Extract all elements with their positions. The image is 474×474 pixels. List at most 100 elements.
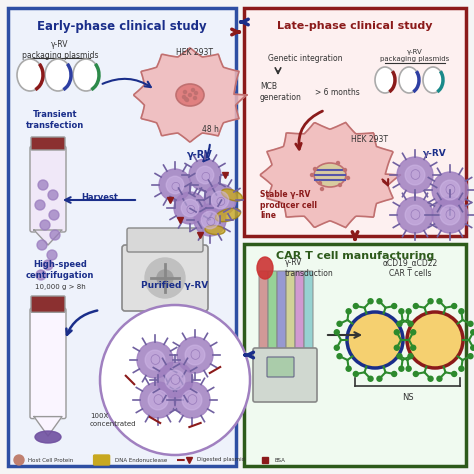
Circle shape [411,330,416,335]
Text: αCD19_αCD22
CAR T cells: αCD19_αCD22 CAR T cells [383,258,438,278]
Circle shape [437,376,442,381]
Ellipse shape [215,208,241,222]
Circle shape [337,321,342,326]
Circle shape [452,303,456,309]
Circle shape [145,258,185,298]
Circle shape [194,204,226,236]
Circle shape [184,98,188,100]
Text: ○: ○ [185,203,195,213]
Polygon shape [134,48,246,142]
Circle shape [468,354,473,359]
Text: MCB
generation: MCB generation [260,82,302,102]
Circle shape [408,321,413,326]
Polygon shape [261,122,400,228]
Circle shape [413,303,419,309]
Circle shape [397,354,402,359]
Text: 100X
concentrated: 100X concentrated [90,413,137,427]
Text: NS: NS [401,393,413,402]
Polygon shape [34,230,62,245]
FancyBboxPatch shape [31,296,65,312]
Circle shape [413,372,419,376]
Circle shape [174,192,206,224]
Circle shape [408,354,413,359]
FancyBboxPatch shape [277,271,286,353]
Circle shape [319,182,321,184]
Circle shape [50,230,60,240]
Text: γ-RV
packaging plasmids: γ-RV packaging plasmids [22,40,98,60]
Circle shape [49,210,59,220]
Text: ○: ○ [153,393,164,407]
Circle shape [346,309,351,314]
Text: Host Cell Protein: Host Cell Protein [28,457,73,463]
Circle shape [174,382,210,418]
Circle shape [406,366,411,371]
Text: γ-RV: γ-RV [187,150,213,160]
Circle shape [368,376,373,381]
FancyBboxPatch shape [244,244,466,466]
FancyBboxPatch shape [127,228,203,252]
Circle shape [47,250,57,260]
Circle shape [428,376,433,381]
FancyBboxPatch shape [268,271,277,353]
Circle shape [471,330,474,335]
Text: DNA Endonuclease: DNA Endonuclease [115,457,167,463]
Circle shape [344,168,346,172]
Text: Harvest: Harvest [82,193,118,202]
Circle shape [377,376,382,381]
Circle shape [377,299,382,304]
Text: 10,000 g > 8h: 10,000 g > 8h [35,284,85,290]
Text: Digested plasmid: Digested plasmid [197,457,246,463]
Circle shape [204,184,236,216]
Ellipse shape [45,59,71,91]
FancyBboxPatch shape [259,271,268,353]
FancyBboxPatch shape [253,348,317,402]
Text: ○: ○ [190,348,201,362]
Circle shape [43,260,53,270]
Circle shape [145,350,165,370]
Circle shape [182,95,185,99]
Circle shape [313,167,317,171]
Circle shape [432,197,468,233]
Circle shape [194,91,198,94]
Circle shape [166,176,184,194]
Text: Transient
transfection: Transient transfection [26,110,84,130]
FancyBboxPatch shape [30,146,66,232]
Ellipse shape [257,257,273,279]
Circle shape [397,321,402,326]
Circle shape [399,309,404,314]
Circle shape [440,180,460,200]
Circle shape [338,183,341,186]
Text: Late-phase clinical study: Late-phase clinical study [277,21,433,31]
Circle shape [191,89,194,91]
Circle shape [48,190,58,200]
Circle shape [334,345,339,350]
Circle shape [334,330,339,335]
Text: ○: ○ [215,195,225,205]
Circle shape [468,321,473,326]
Circle shape [201,211,219,229]
Circle shape [196,166,214,184]
Circle shape [399,366,404,371]
Text: γ-RV
packaging plasmids: γ-RV packaging plasmids [380,48,450,62]
Circle shape [193,97,197,100]
Ellipse shape [17,59,43,91]
Circle shape [459,309,464,314]
FancyBboxPatch shape [286,271,295,353]
Circle shape [452,372,456,376]
Text: ○: ○ [445,183,456,197]
Circle shape [177,337,213,373]
Circle shape [394,330,399,335]
Polygon shape [34,417,62,436]
Text: HEK 293T: HEK 293T [176,47,213,56]
FancyBboxPatch shape [295,271,304,353]
Circle shape [148,390,168,410]
Circle shape [137,342,173,378]
Circle shape [181,199,199,217]
Circle shape [185,345,205,365]
Circle shape [337,354,342,359]
Text: ○: ○ [410,168,420,182]
Text: HEK 293T: HEK 293T [352,136,389,145]
Circle shape [346,366,351,371]
Circle shape [406,309,411,314]
Circle shape [405,205,425,225]
